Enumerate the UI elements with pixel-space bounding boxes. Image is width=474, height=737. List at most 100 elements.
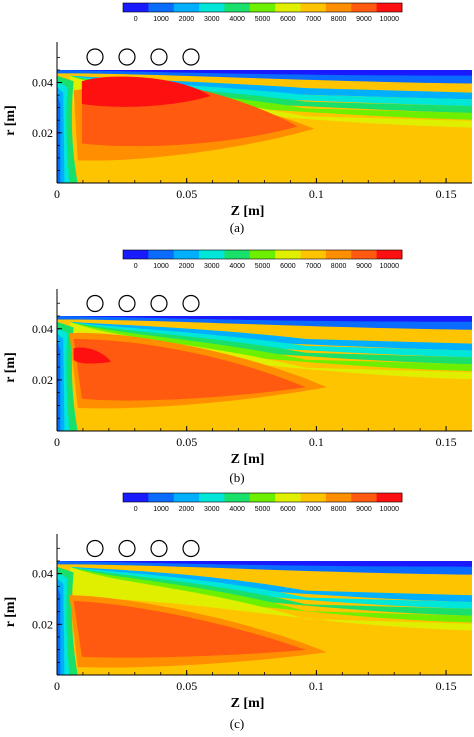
colorbar-tick-label: 0 (134, 263, 138, 270)
coil-circle (150, 48, 168, 66)
y-tick-label: 0.04 (32, 567, 53, 581)
panel-c: 0 1000 2000 3000 4000 5000 6000 7000 8000 9000 100… (3, 492, 472, 731)
colorbar-tick-label: 0 (134, 16, 138, 23)
colorbar-swatch (275, 493, 301, 502)
panel-caption: (a) (230, 220, 244, 235)
colorbar-tick-label: 9000 (356, 263, 372, 270)
coil-circle (118, 48, 136, 66)
colorbar-swatch (249, 250, 276, 259)
colorbar-tick-label: 10000 (380, 263, 400, 270)
colorbar-tick-label: 4000 (229, 506, 245, 513)
coil-circle (182, 294, 200, 313)
coil-circle (182, 48, 200, 66)
colorbar-frame (122, 2, 403, 13)
colorbar-tick-label: 7000 (305, 16, 321, 23)
contour-region (73, 347, 111, 364)
coil-circle (86, 539, 104, 558)
colorbar-swatch (376, 493, 403, 502)
x-axis-label: Z [m] (231, 696, 265, 711)
colorbar-tick-label: 2000 (179, 263, 195, 270)
x-axis-label: Z [m] (231, 204, 265, 219)
contour-region (73, 600, 306, 658)
colorbar-tick-label: 5000 (255, 506, 271, 513)
colorbar-tick-label: 7000 (305, 263, 321, 270)
field (57, 561, 472, 675)
colorbar-swatch (275, 250, 301, 259)
x-tick-label: 0.1 (309, 435, 324, 449)
colorbar-swatch (376, 3, 403, 12)
colorbar-swatch (173, 493, 200, 502)
colorbar-swatch (300, 3, 327, 12)
contour-region (69, 321, 472, 358)
colorbar-swatch (325, 250, 352, 259)
colorbar-swatch (300, 250, 327, 259)
colorbar-swatch (148, 3, 175, 12)
colorbar-tick-label: 9000 (356, 16, 372, 23)
colorbar-tick-label: 6000 (280, 263, 296, 270)
x-tick-label: 0.15 (436, 679, 457, 693)
coil-circle (150, 294, 168, 313)
y-axis-label: r [m] (3, 352, 18, 382)
contour-region (69, 566, 472, 609)
colorbar-tick-label: 8000 (331, 506, 347, 513)
y-axis-label: r [m] (3, 105, 18, 135)
colorbar-tick-label: 3000 (204, 506, 220, 513)
colorbar: 0 1000 2000 3000 4000 5000 6000 7000 8000 9000 100… (122, 249, 403, 270)
colorbar: 0 1000 2000 3000 4000 5000 6000 7000 8000 9000 100… (122, 2, 403, 23)
colorbar-tick-label: 6000 (280, 506, 296, 513)
y-axis-label: r [m] (3, 597, 18, 627)
colorbar-tick-label: 1000 (153, 16, 169, 23)
colorbar-tick-label: 5000 (255, 263, 271, 270)
y-tick-label: 0.02 (32, 617, 53, 631)
colorbar-tick-label: 0 (134, 506, 138, 513)
x-tick-label: 0.1 (309, 679, 324, 693)
colorbar-swatch (199, 493, 225, 502)
field (57, 70, 472, 183)
colorbar-swatch (123, 250, 149, 259)
contour-region (73, 339, 306, 401)
colorbar-swatch (249, 3, 276, 12)
contour-region (69, 566, 472, 631)
contour-region (81, 76, 211, 107)
colorbar-swatch (199, 250, 225, 259)
contour-region (57, 92, 61, 183)
contour-region (69, 321, 472, 351)
colorbar-tick-label: 8000 (331, 16, 347, 23)
colorbar-tick-label: 2000 (179, 506, 195, 513)
y-tick-label: 0.04 (32, 322, 53, 336)
colorbar-swatch (325, 493, 352, 502)
panel-b: 0 1000 2000 3000 4000 5000 6000 7000 8000 9000 100… (3, 249, 472, 485)
coil-circle (86, 294, 104, 313)
coil-circle (86, 48, 104, 66)
coil-circle (118, 294, 136, 313)
colorbar-tick-label: 3000 (204, 263, 220, 270)
x-tick-label: 0.05 (176, 435, 197, 449)
colorbar-tick-label: 8000 (331, 263, 347, 270)
colorbar-tick-label: 1000 (153, 263, 169, 270)
colorbar-tick-label: 1000 (153, 506, 169, 513)
colorbar-swatch (249, 493, 276, 502)
contour-region (57, 583, 61, 675)
x-tick-label: 0.05 (176, 187, 197, 201)
x-tick-label: 0.15 (436, 435, 457, 449)
colorbar-tick-label: 7000 (305, 506, 321, 513)
colorbar-tick-label: 10000 (380, 506, 400, 513)
colorbar: 0 1000 2000 3000 4000 5000 6000 7000 8000 9000 100… (122, 492, 403, 513)
colorbar-swatch (351, 493, 378, 502)
colorbar-swatch (148, 250, 175, 259)
panel-a: 0 1000 2000 3000 4000 5000 6000 7000 8000 9000 100… (3, 2, 472, 235)
contour-region (57, 316, 472, 322)
colorbar-swatch (123, 493, 149, 502)
colorbar-swatch (224, 493, 251, 502)
colorbar-swatch (275, 3, 301, 12)
colorbar-swatch (148, 493, 175, 502)
colorbar-tick-label: 2000 (179, 16, 195, 23)
x-tick-label: 0 (54, 435, 60, 449)
coil-circle (182, 539, 200, 558)
colorbar-tick-label: 5000 (255, 16, 271, 23)
panel-caption: (c) (230, 716, 244, 731)
colorbar-tick-label: 10000 (380, 16, 400, 23)
y-tick-label: 0.02 (32, 373, 53, 387)
x-axis-label: Z [m] (231, 452, 265, 467)
